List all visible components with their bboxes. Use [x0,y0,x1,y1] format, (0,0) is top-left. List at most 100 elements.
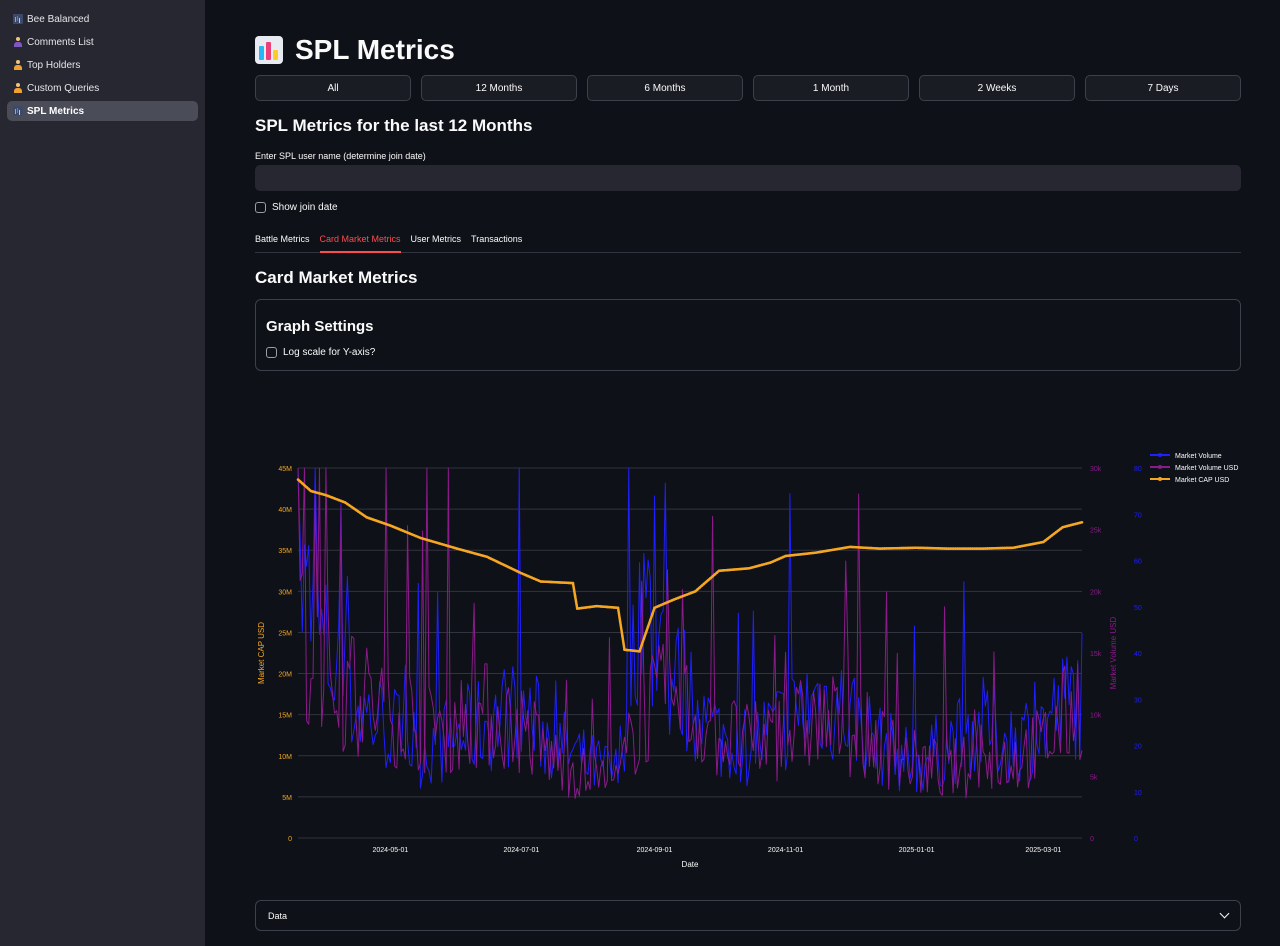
market-cap-point [513,568,517,572]
market-cap-point [672,598,676,601]
market-cap-point [975,547,979,550]
tab-transactions[interactable]: Transactions [471,234,523,244]
market-cap-point [726,568,729,572]
market-cap-point [805,552,809,555]
market-cap-point [661,602,665,606]
market-cap-point [668,600,671,603]
market-cap-point [694,590,697,593]
market-cap-point [371,518,375,521]
market-cap-point [427,539,431,542]
market-cap-point [737,567,740,571]
market-cap-point [868,546,871,550]
log-scale-row[interactable]: Log scale for Y-axis? [266,347,375,358]
sidebar-item-spl-metrics[interactable]: SPL Metrics [7,101,198,121]
sidebar-item-bee-balanced[interactable]: Bee Balanced [7,9,198,29]
range-2-weeks-button[interactable]: 2 Weeks [919,75,1075,101]
x-tick-label: 2024-11-01 [768,847,803,854]
market-cap-point [343,501,347,504]
market-cap-point [1054,530,1058,534]
y-right2-tick-label: 0 [1134,836,1138,843]
market-cap-point [887,547,890,550]
market-cap-point [1039,541,1043,544]
market-cap-point [477,553,480,556]
y-right2-tick-label: 40 [1134,651,1142,658]
market-cap-point [698,586,701,589]
x-tick-label: 2024-09-01 [637,847,673,854]
market-cap-point [850,545,854,549]
market-cap-point [969,547,972,550]
market-cap-point [296,478,300,481]
sidebar-item-top-holders[interactable]: Top Holders [7,55,198,75]
market-cap-point [468,550,472,554]
market-cap-point [844,546,848,549]
market-cap-point [616,606,620,610]
market-cap-point [567,581,570,585]
market-cap-point [855,545,858,549]
y-right2-tick-label: 30 [1134,697,1142,704]
market-cap-point [483,554,487,558]
tab-battle-metrics[interactable]: Battle Metrics [255,234,310,244]
sidebar-item-comments-list[interactable]: Comments List [7,32,198,52]
range-12-months-button[interactable]: 12 Months [421,75,577,101]
sidebar-item-custom-queries[interactable]: Custom Queries [7,78,198,98]
market-cap-point [429,539,433,543]
market-cap-point [962,547,966,550]
y-left-tick-label: 10M [278,754,292,761]
market-cap-point [865,546,869,550]
market-cap-point [715,571,719,574]
market-cap-point [775,558,779,562]
market-cap-point [782,555,785,559]
market-cap-point [623,648,626,652]
market-cap-point [803,552,807,556]
market-cap-point [416,535,420,539]
y-right-tick-label: 5k [1090,774,1098,781]
range-1-month-button[interactable]: 1 Month [753,75,909,101]
market-cap-point [822,549,826,553]
x-tick-label: 2024-05-01 [372,847,408,854]
show-join-date-row[interactable]: Show join date [255,202,1241,213]
data-expander-label: Data [268,910,288,921]
show-join-date-checkbox[interactable] [255,202,266,213]
market-cap-point [1007,546,1011,550]
market-cap-point [773,559,777,562]
market-cap-point [921,546,925,550]
market-cap-point [764,562,768,566]
market-cap-point [492,558,495,562]
market-cap-point [728,568,732,572]
market-cap-point [339,499,343,503]
range-7-days-button[interactable]: 7 Days [1085,75,1241,101]
range-all-button[interactable]: All [255,75,411,101]
card-market-chart[interactable]: 0 5M 10M 15M 20M 25M 30M 35M 40M 45M 0 5k 10k 15k 20k 2… [255,440,1245,875]
market-cap-point [451,546,454,549]
market-cap-point [599,605,603,608]
market-cap-point [395,526,399,530]
graph-settings-panel: Graph Settings Log scale for Y-axis? [255,299,1241,371]
market-cap-point [423,537,427,541]
username-input[interactable] [255,165,1241,191]
market-cap-point [926,546,929,550]
market-cap-point [801,552,805,556]
market-cap-point [666,600,669,604]
market-cap-point [1016,545,1019,549]
market-cap-point [721,569,725,572]
data-expander[interactable]: Data [255,900,1241,931]
page-title: SPL Metrics [255,32,1241,68]
market-cap-point [434,540,437,544]
market-cap-point [1011,546,1015,550]
tab-user-metrics[interactable]: User Metrics [410,234,462,244]
market-cap-point [1076,522,1080,525]
log-scale-checkbox[interactable] [266,347,277,358]
range-6-months-button[interactable]: 6 Months [587,75,743,101]
tab-card-market-metrics[interactable]: Card Market Metrics [319,230,401,253]
market-cap-point [597,604,601,608]
bar-chart-icon [13,14,23,24]
market-cap-point [827,549,830,552]
market-cap-point [638,650,641,653]
market-cap-point [792,553,796,557]
market-cap-point [818,550,822,554]
market-cap-point [915,546,918,550]
market-cap-point [550,580,553,584]
market-cap-point [958,547,961,550]
market-cap-point [608,605,611,609]
legend-entry: Market Volume USD [1175,465,1238,472]
